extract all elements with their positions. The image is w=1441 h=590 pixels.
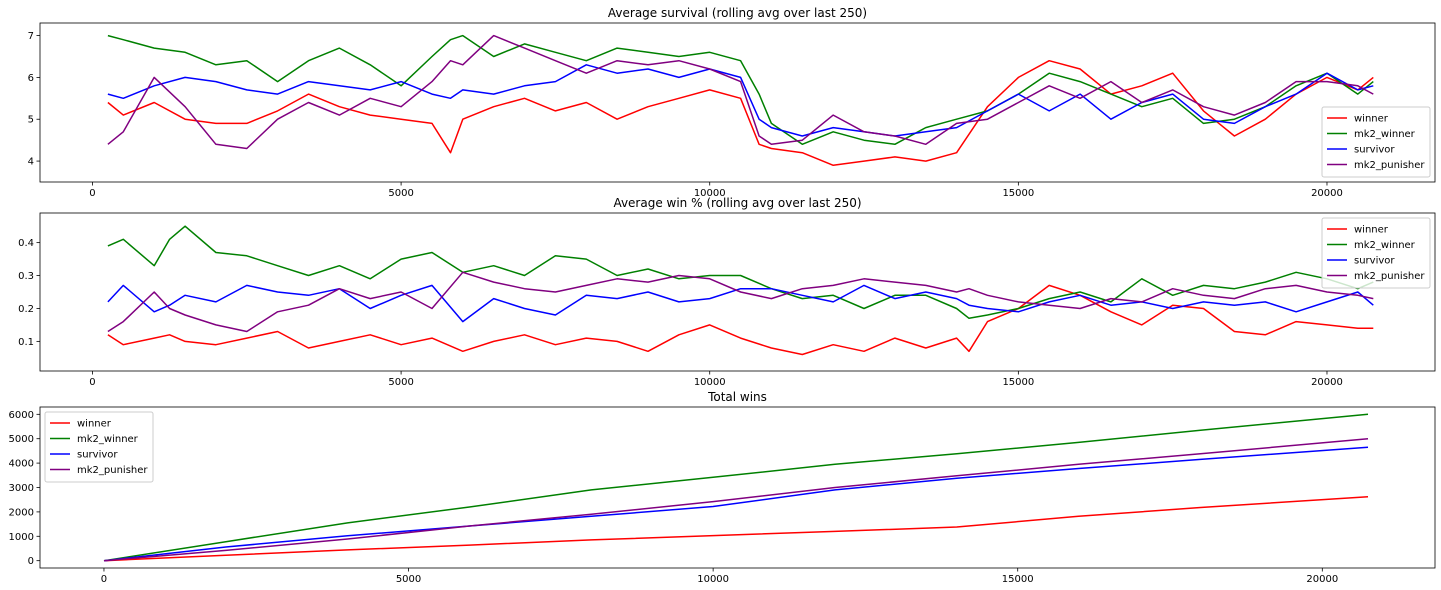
- legend-label: survivor: [1354, 256, 1395, 267]
- chart-panel-2: Average win % (rolling avg over last 250…: [18, 196, 1436, 388]
- legend-label: survivor: [77, 450, 118, 461]
- x-tick-label: 20000: [1306, 574, 1338, 585]
- y-tick-label: 0.1: [18, 337, 34, 348]
- chart-panel-3: Total wins 0 5000 10000 15000 20000 0 1000 2000 3…: [9, 390, 1436, 585]
- x-tick-label: 10000: [694, 377, 726, 388]
- plot-frame: [39, 22, 1436, 183]
- series-line-winner: [103, 496, 1369, 562]
- x-tick-label: 0: [101, 574, 107, 585]
- x-tick-label: 20000: [1311, 377, 1343, 388]
- series-line-mk2_punisher: [107, 271, 1374, 333]
- x-tick-label: 5000: [396, 574, 421, 585]
- chart-panel-1: Average survival (rolling avg over last …: [28, 6, 1436, 199]
- series-line-winner: [107, 59, 1374, 167]
- x-tick-label: 20000: [1311, 188, 1343, 199]
- series-line-winner: [107, 284, 1374, 356]
- legend-label: winner: [1354, 225, 1389, 236]
- legend: winner mk2_winner survivor mk2_punisher: [1321, 106, 1431, 178]
- legend-label: mk2_winner: [1354, 129, 1416, 140]
- legend-label: survivor: [1354, 145, 1395, 156]
- legend-label: mk2_winner: [77, 434, 139, 445]
- y-tick-label: 4: [28, 157, 34, 168]
- y-tick-label: 3000: [9, 483, 34, 494]
- y-tick-label: 0: [28, 556, 34, 567]
- y-tick-label: 0.2: [18, 304, 34, 315]
- series-line-mk2_winner: [103, 413, 1369, 562]
- x-tick-label: 0: [89, 377, 95, 388]
- chart-title: Average win % (rolling avg over last 250…: [613, 196, 861, 210]
- legend-label: winner: [1354, 114, 1389, 125]
- legend-label: mk2_winner: [1354, 240, 1416, 251]
- series-line-survivor: [103, 446, 1369, 562]
- y-tick-label: 1000: [9, 532, 34, 543]
- legend: winner mk2_winner survivor mk2_punisher: [44, 411, 154, 483]
- y-tick-label: 6000: [9, 410, 34, 421]
- series-line-mk2_punisher: [103, 437, 1369, 562]
- x-tick-label: 15000: [1002, 574, 1034, 585]
- legend: winner mk2_winner survivor mk2_punisher: [1321, 217, 1431, 289]
- y-tick-label: 5000: [9, 434, 34, 445]
- x-tick-label: 10000: [697, 574, 729, 585]
- legend-box: [44, 411, 154, 483]
- legend-label: mk2_punisher: [1354, 160, 1425, 171]
- legend-label: mk2_punisher: [77, 465, 148, 476]
- chart-title: Total wins: [707, 390, 767, 404]
- series-line-mk2_winner: [107, 34, 1374, 146]
- series-line-mk2_punisher: [107, 34, 1374, 150]
- plot-frame: [39, 406, 1436, 569]
- x-tick-label: 10000: [694, 188, 726, 199]
- x-tick-label: 0: [89, 188, 95, 199]
- y-tick-label: 2000: [9, 507, 34, 518]
- y-tick-label: 5: [28, 115, 34, 126]
- series-line-survivor: [107, 284, 1374, 323]
- legend-box: [1321, 217, 1431, 289]
- x-tick-label: 15000: [1002, 377, 1034, 388]
- legend-box: [1321, 106, 1431, 178]
- y-tick-label: 6: [28, 73, 34, 84]
- legend-label: winner: [77, 419, 112, 430]
- y-tick-label: 7: [28, 31, 34, 42]
- plot-frame: [39, 212, 1436, 372]
- series-line-survivor: [107, 64, 1374, 137]
- y-tick-label: 4000: [9, 459, 34, 470]
- y-tick-label: 0.3: [18, 271, 34, 282]
- x-tick-label: 15000: [1002, 188, 1034, 199]
- legend-label: mk2_punisher: [1354, 271, 1425, 282]
- chart-title: Average survival (rolling avg over last …: [608, 6, 867, 20]
- series-line-mk2_winner: [107, 225, 1374, 320]
- x-tick-label: 5000: [388, 188, 413, 199]
- x-tick-label: 5000: [388, 377, 413, 388]
- y-tick-label: 0.4: [18, 238, 34, 249]
